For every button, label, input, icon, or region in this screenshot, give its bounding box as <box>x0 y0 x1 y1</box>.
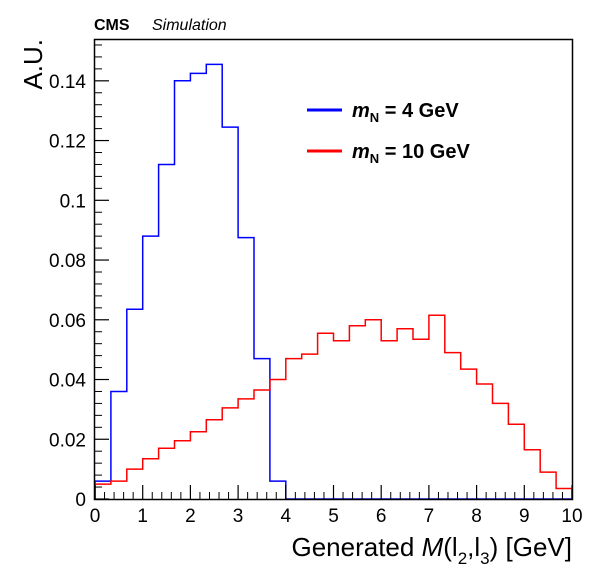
x-axis-title: Generated M(l2,l3) [GeV] <box>291 532 572 568</box>
y-tick-label: 0.12 <box>49 132 86 153</box>
y-tick-label: 0.1 <box>60 191 86 212</box>
x-tick-label: 4 <box>281 506 292 527</box>
legend-value-10gev: = 10 GeV <box>379 141 470 163</box>
x-title-open: (l <box>443 532 457 562</box>
x-tick-label: 10 <box>561 506 582 527</box>
y-axis: 0 0.02 0.04 0.06 0.08 0.1 0.12 0.14 <box>49 44 109 511</box>
legend-label-4gev: mN = 4 GeV <box>352 100 459 125</box>
legend-sub-4gev: N <box>370 110 379 125</box>
x-tick-label: 0 <box>90 506 101 527</box>
x-title-prefix: Generated <box>291 532 421 562</box>
y-tick-label: 0 <box>75 490 86 511</box>
legend-entry-10gev: mN = 10 GeV <box>307 141 470 166</box>
plot-frame <box>93 38 574 501</box>
y-axis-title: A.U. <box>18 39 48 90</box>
x-title-sub2: 3 <box>480 549 489 568</box>
legend-label-10gev: mN = 10 GeV <box>352 141 470 166</box>
x-tick-label: 3 <box>233 506 244 527</box>
x-tick-label: 5 <box>328 506 339 527</box>
status-label: Simulation <box>152 17 227 34</box>
series-layer <box>94 63 573 500</box>
x-title-sub1: 2 <box>458 549 467 568</box>
x-title-unit: [GeV] <box>498 532 572 562</box>
legend-sub-10gev: N <box>370 151 379 166</box>
legend-entry-4gev: mN = 4 GeV <box>307 100 459 125</box>
x-tick-label: 1 <box>137 506 148 527</box>
legend-value-4gev: = 4 GeV <box>379 100 459 122</box>
x-tick-label: 7 <box>424 506 435 527</box>
y-tick-label: 0.14 <box>49 72 86 93</box>
x-title-close: ) <box>490 532 499 562</box>
x-tick-label: 6 <box>376 506 387 527</box>
legend-var-4gev: m <box>352 100 370 122</box>
legend: mN = 4 GeV mN = 10 GeV <box>307 100 470 166</box>
y-tick-label: 0.04 <box>49 371 86 392</box>
series-4gev-line <box>94 63 572 500</box>
y-tick-label: 0.06 <box>49 311 86 332</box>
legend-var-10gev: m <box>352 141 370 163</box>
y-tick-label: 0.08 <box>49 251 86 272</box>
experiment-label: CMS <box>94 17 130 34</box>
header-label: CMS Simulation <box>94 17 227 34</box>
x-title-comma: ,l <box>467 532 480 562</box>
x-title-var: M <box>422 532 444 562</box>
x-tick-label: 9 <box>519 506 530 527</box>
series-10gev-line <box>94 314 573 499</box>
x-tick-label: 8 <box>471 506 482 527</box>
y-tick-label: 0.02 <box>49 430 86 451</box>
x-axis: 0 1 2 3 4 5 6 7 8 9 10 <box>90 485 583 527</box>
x-tick-label: 2 <box>185 506 196 527</box>
